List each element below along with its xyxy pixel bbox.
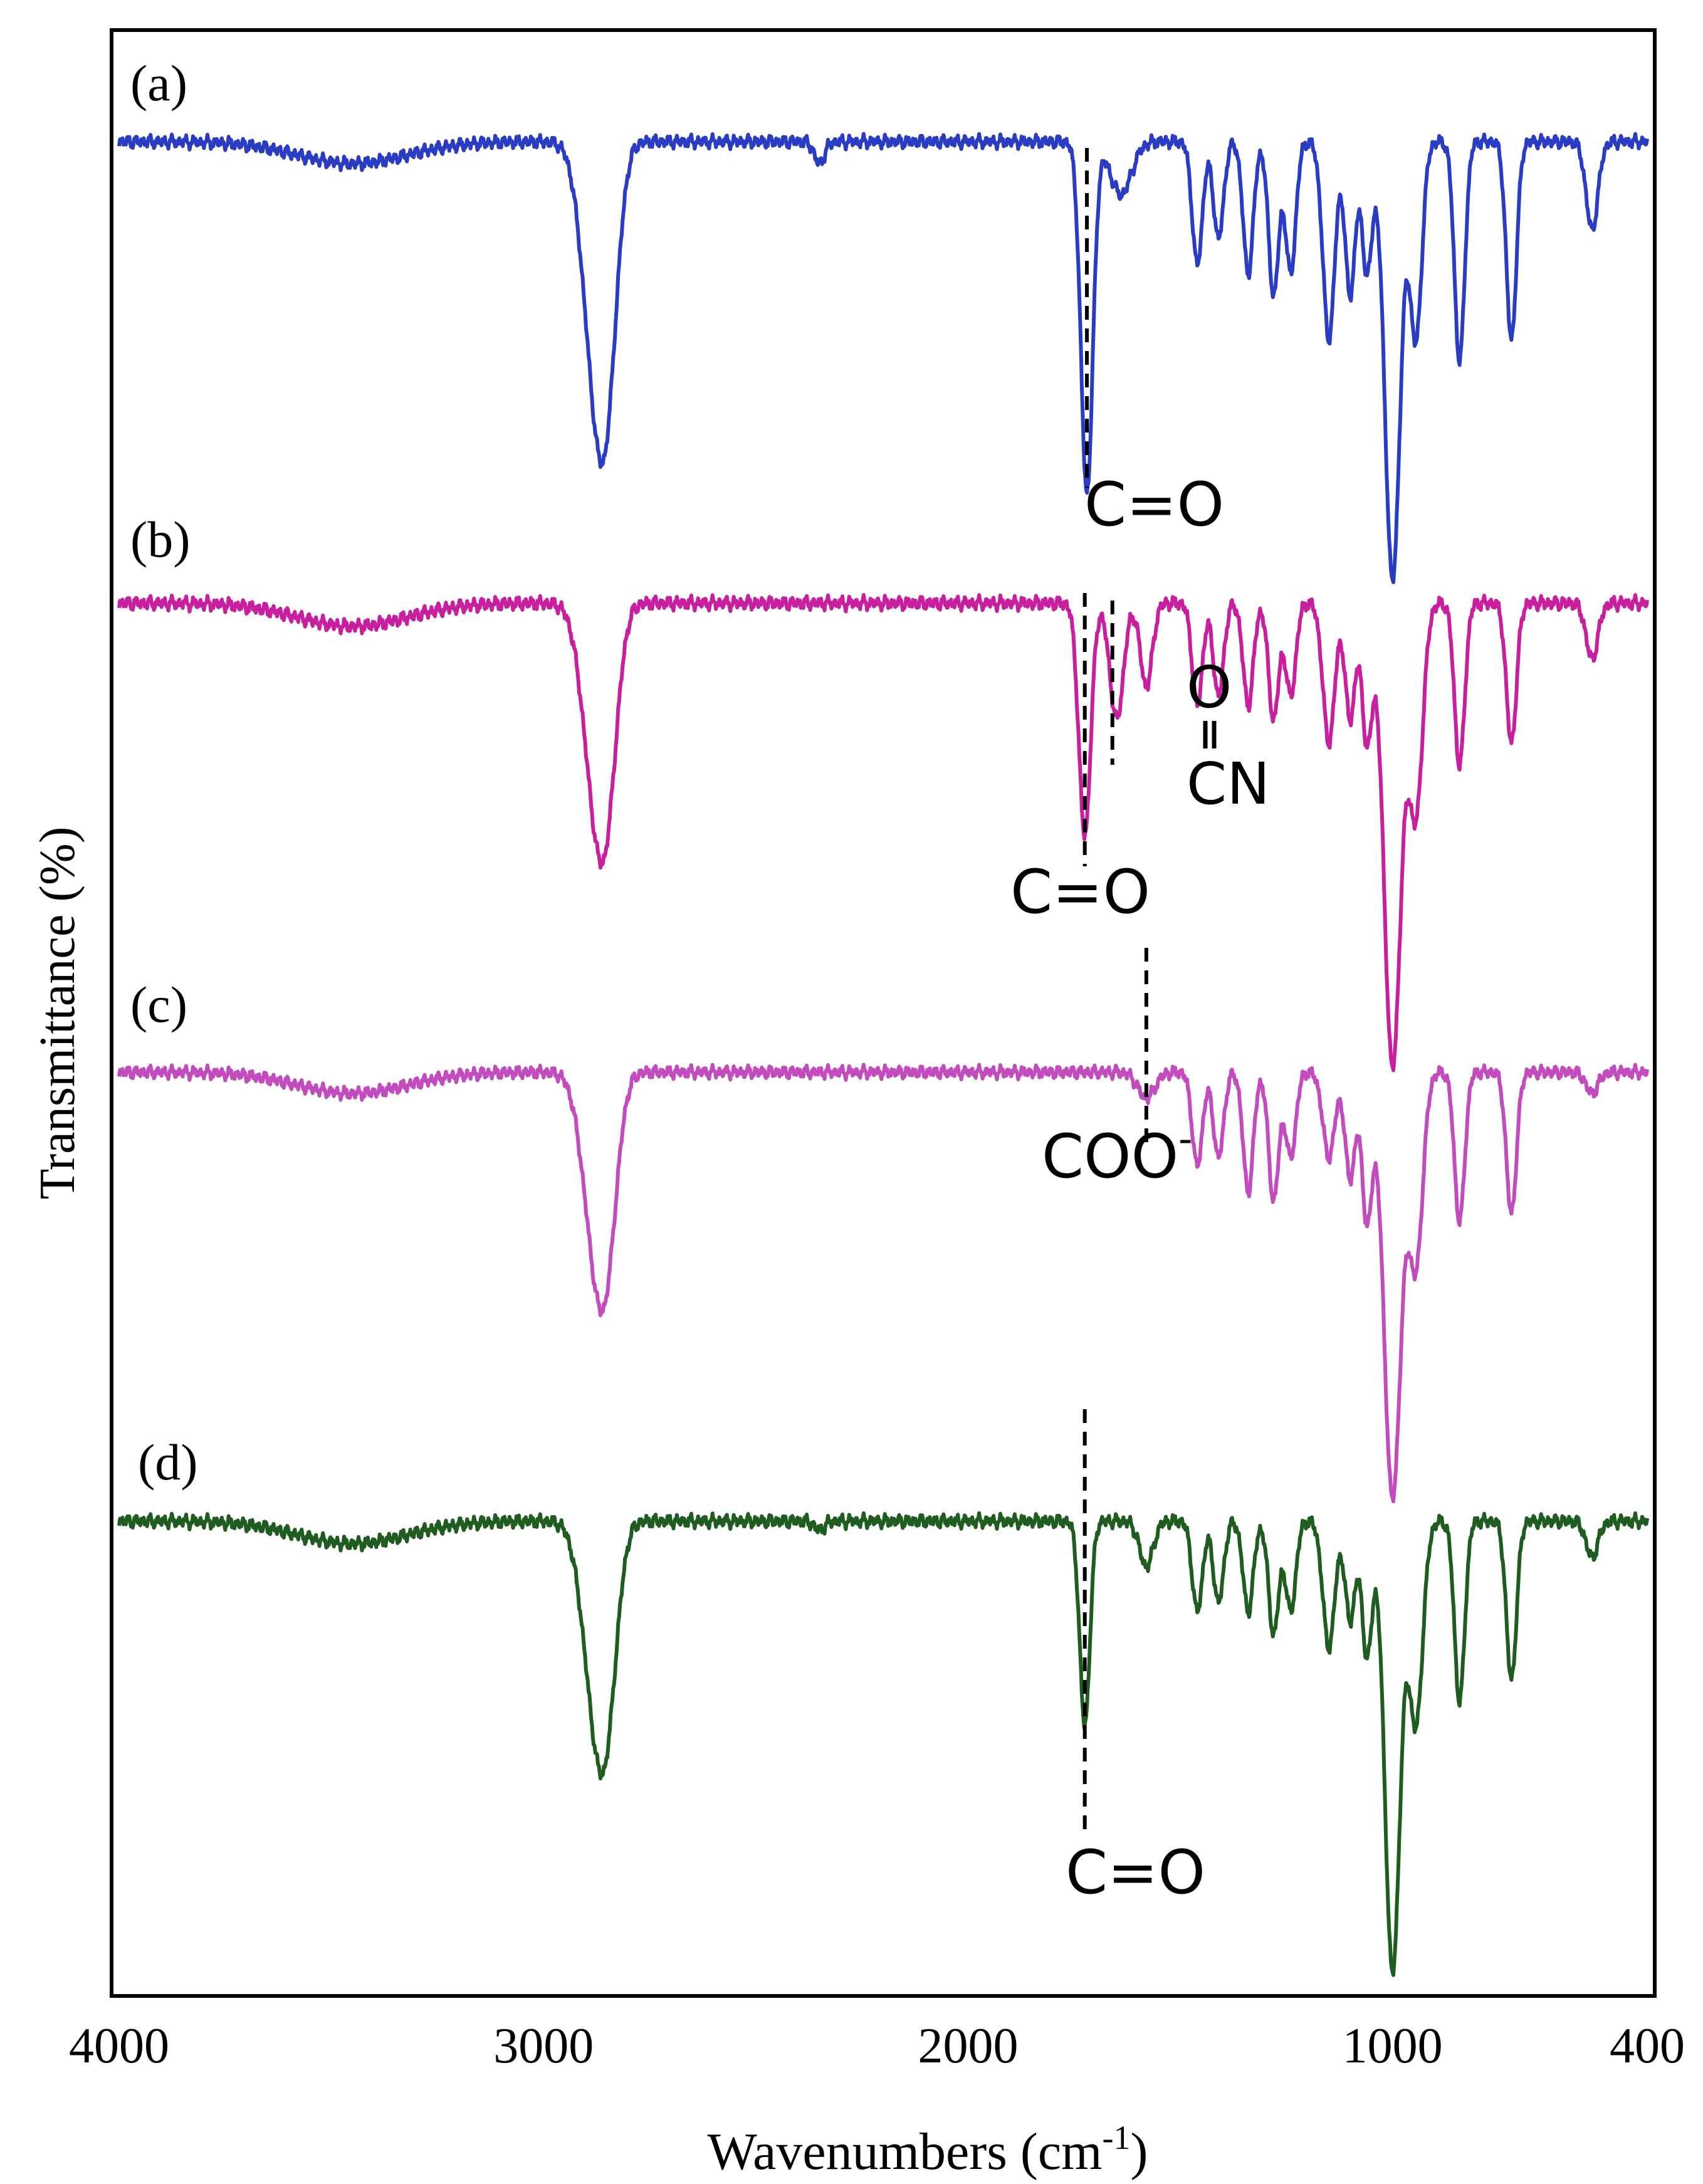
y-axis-label: Transmittance (%) — [30, 827, 85, 1200]
spectrum-line-d — [117, 1511, 1649, 1977]
spectrum-line-b — [117, 593, 1649, 1073]
annotation-cn-b: CN — [1187, 750, 1270, 817]
x-tick-label-3000: 3000 — [493, 2019, 594, 2074]
plot-frame — [110, 28, 1657, 1998]
x-tick-label-400: 400 — [1610, 2019, 1685, 2074]
annotation-co-d: C=O — [1066, 1837, 1205, 1908]
spectrum-line-c — [117, 1063, 1649, 1504]
series-layer — [117, 132, 1649, 1977]
series-label-d: (d) — [138, 1434, 198, 1491]
series-label-b: (b) — [130, 511, 191, 568]
annotation-guides — [1082, 148, 1148, 1830]
x-axis-label-close: ) — [1131, 2123, 1148, 2181]
x-axis-ticks: 4000 3000 2000 1000 400 — [69, 2019, 1685, 2074]
x-axis-label: Wavenumbers (cm-1) — [708, 2119, 1148, 2181]
annotation-coo-c-sup: - — [1178, 1116, 1192, 1162]
annotation-coo-c: COO- — [1042, 1116, 1193, 1192]
annotation-co-b: C=O — [1010, 857, 1150, 927]
series-label-c: (c) — [130, 976, 187, 1033]
series-label-a: (a) — [130, 55, 187, 112]
annotation-coo-c-text: COO — [1042, 1121, 1178, 1192]
annotation-o-b: O — [1187, 654, 1232, 721]
x-tick-label-4000: 4000 — [69, 2019, 169, 2074]
annotation-co-a: C=O — [1084, 470, 1224, 540]
spectrum-line-a — [117, 132, 1649, 584]
x-axis-label-text: Wavenumbers (cm — [708, 2123, 1103, 2181]
x-tick-label-1000: 1000 — [1343, 2019, 1443, 2074]
x-tick-label-2000: 2000 — [918, 2019, 1018, 2074]
x-axis-label-sup: -1 — [1103, 2119, 1131, 2156]
